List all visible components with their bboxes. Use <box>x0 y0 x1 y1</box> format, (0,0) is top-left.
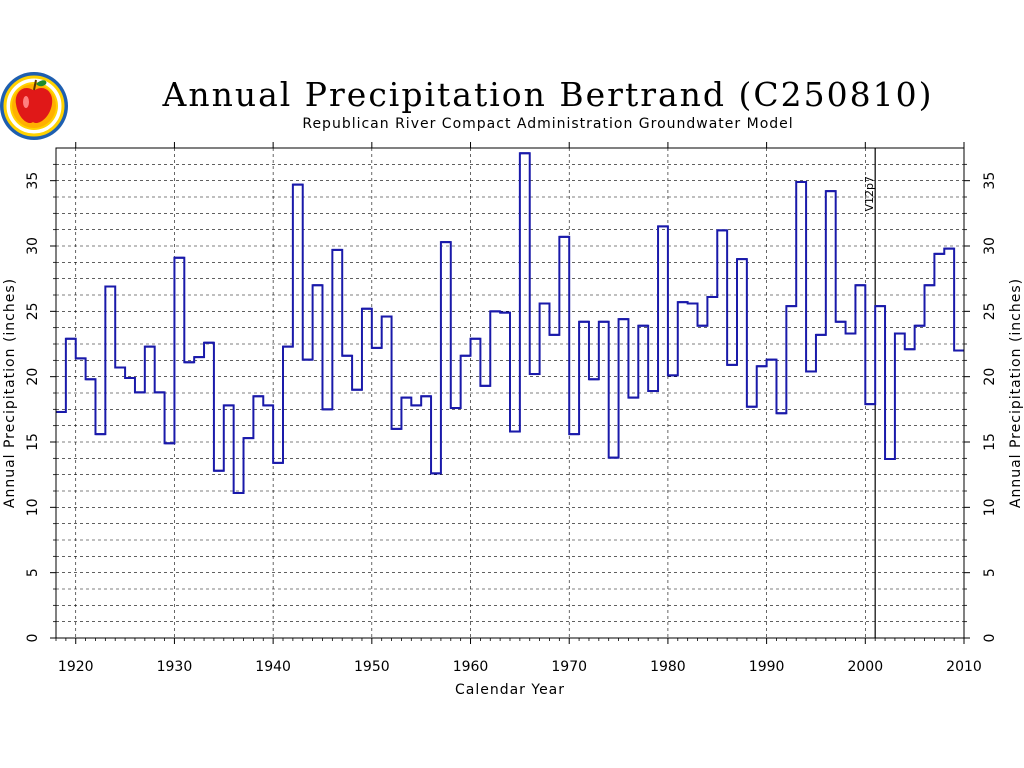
x-tick-label: 2000 <box>847 659 883 675</box>
series-line <box>56 152 964 494</box>
y-tick-label-right: 10 <box>982 498 998 516</box>
chart-subtitle: Republican River Compact Administration … <box>302 116 793 132</box>
annotation-label: V12p7 <box>863 176 876 212</box>
x-tick-label: 1970 <box>551 659 587 675</box>
y-tick-label-left: 20 <box>25 368 41 386</box>
y-tick-label-left: 0 <box>25 634 41 643</box>
x-tick-label: 1920 <box>58 659 94 675</box>
chart-title: Annual Precipitation Bertrand (C250810) <box>162 75 934 114</box>
y-axis-label-left: Annual Precipitation (inches) <box>2 278 18 508</box>
y-tick-label-left: 30 <box>25 237 41 255</box>
x-tick-label: 1960 <box>453 659 489 675</box>
y-tick-label-right: 5 <box>982 568 998 577</box>
x-tick-label: 1940 <box>255 659 291 675</box>
axis-ticks: 1920 1930 1940 1950 1960 1970 1980 1990 2000 2010… <box>25 142 998 675</box>
state-seal-logo <box>0 72 68 140</box>
y-tick-label-right: 15 <box>982 433 998 451</box>
x-tick-label: 1930 <box>157 659 193 675</box>
y-tick-label-left: 25 <box>25 302 41 320</box>
x-tick-label: 1950 <box>354 659 390 675</box>
grid-lines <box>56 147 965 639</box>
y-tick-label-right: 35 <box>982 172 998 190</box>
x-tick-label: 1990 <box>749 659 785 675</box>
y-tick-label-left: 5 <box>25 568 41 577</box>
y-axis-label-right: Annual Precipitation (inches) <box>1008 278 1024 508</box>
y-tick-label-left: 35 <box>25 172 41 190</box>
y-tick-label-right: 25 <box>982 302 998 320</box>
y-tick-label-left: 10 <box>25 498 41 516</box>
y-tick-label-right: 20 <box>982 368 998 386</box>
y-tick-label-right: 30 <box>982 237 998 255</box>
x-axis-label: Calendar Year <box>455 682 565 698</box>
y-tick-label-right: 0 <box>982 634 998 643</box>
x-tick-label: 1980 <box>650 659 686 675</box>
x-tick-label: 2010 <box>946 659 982 675</box>
y-tick-label-left: 15 <box>25 433 41 451</box>
data-series <box>56 152 964 494</box>
